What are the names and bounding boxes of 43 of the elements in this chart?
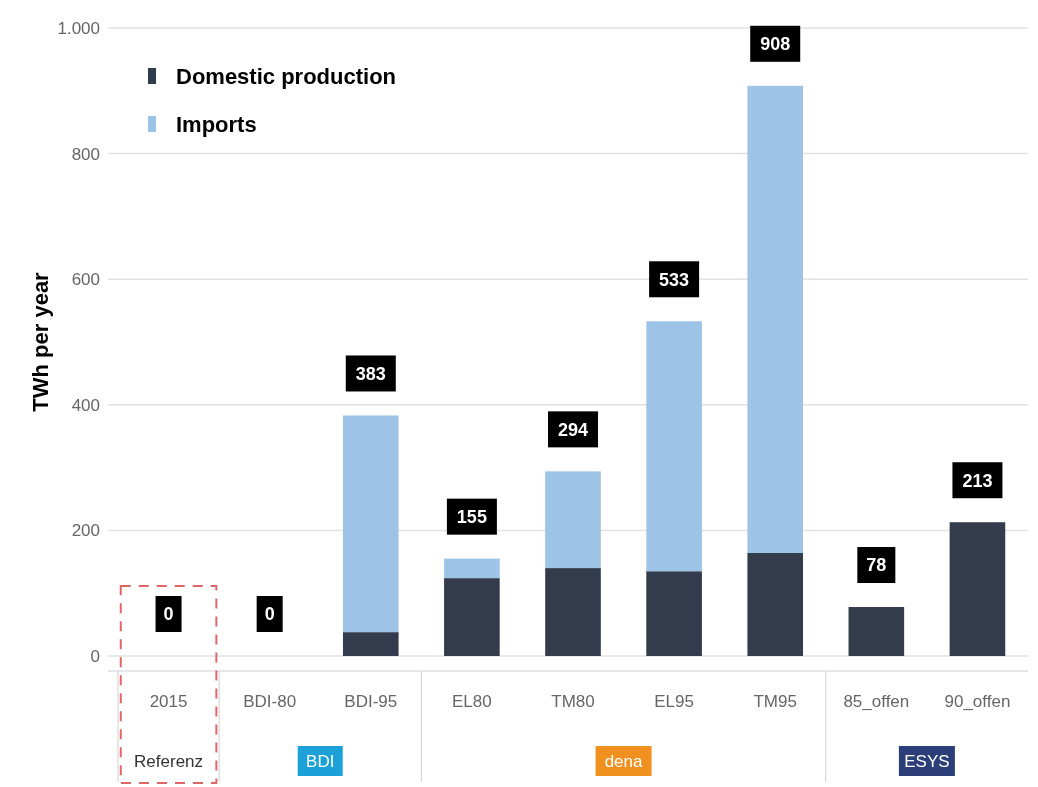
bar — [545, 568, 601, 656]
total-label: 155 — [456, 506, 487, 527]
bar — [646, 321, 702, 572]
total-label: 213 — [962, 470, 993, 491]
x-tick-label: BDI-95 — [344, 691, 398, 711]
bar — [747, 85, 804, 554]
x-tick-label: TM95 — [753, 691, 797, 711]
total-label: 294 — [557, 419, 589, 440]
bar — [949, 522, 1006, 656]
bar — [646, 571, 702, 656]
y-tick-label: 200 — [71, 521, 100, 541]
bar — [444, 558, 500, 579]
y-tick-label: 600 — [71, 270, 100, 290]
y-tick-label: 1.000 — [57, 18, 100, 38]
total-label: 0 — [163, 604, 174, 625]
text: BDI — [306, 751, 335, 771]
x-tick-label: TM80 — [551, 691, 595, 711]
text: ESYS — [904, 751, 950, 771]
total-label: 78 — [866, 555, 887, 576]
y-axis-title: TWh per year — [28, 271, 53, 412]
x-tick-label: EL95 — [654, 691, 694, 711]
total-label: 533 — [659, 269, 690, 290]
x-tick-label: BDI-80 — [243, 691, 297, 711]
legend-label: Imports — [176, 111, 257, 137]
x-tick-label: 85_offen — [843, 691, 910, 711]
bar — [342, 415, 399, 633]
bar — [342, 632, 399, 656]
total-label: 0 — [264, 604, 275, 625]
x-tick-label: EL80 — [452, 691, 492, 711]
y-tick-label: 400 — [71, 395, 100, 415]
bar — [848, 607, 905, 656]
bar — [444, 578, 500, 656]
legend-label: Domestic production — [176, 63, 397, 89]
y-tick-label: 0 — [90, 646, 100, 666]
total-label: 383 — [355, 363, 386, 384]
x-tick-label: 90_offen — [944, 691, 1011, 711]
text: Referenz — [134, 751, 204, 771]
y-tick-label: 800 — [71, 144, 100, 164]
bar — [747, 553, 804, 656]
total-label: 908 — [760, 34, 791, 55]
bar — [545, 471, 601, 569]
x-tick-label: 2015 — [149, 691, 188, 711]
text: dena — [604, 751, 644, 771]
